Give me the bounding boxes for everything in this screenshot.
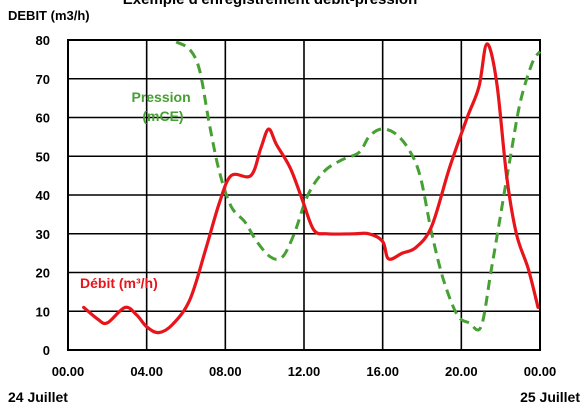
legend-pression-line1: Pression <box>131 89 190 105</box>
legend-pression-line2: (mCE) <box>142 108 183 124</box>
y-tick-label: 80 <box>36 33 50 48</box>
y-tick-label: 0 <box>43 343 50 358</box>
x-tick-label: 20.00 <box>445 364 478 379</box>
y-tick-label: 10 <box>36 304 50 319</box>
legend-debit: Débit (m³/h) <box>80 275 158 291</box>
x-tick-label: 08.00 <box>209 364 242 379</box>
date-end-label: 25 Juillet <box>520 389 580 405</box>
y-tick-label: 60 <box>36 111 50 126</box>
x-tick-label: 00.00 <box>52 364 85 379</box>
x-tick-label: 04.00 <box>130 364 163 379</box>
x-tick-label: 12.00 <box>288 364 321 379</box>
grid <box>67 39 541 351</box>
y-tick-label: 30 <box>36 227 50 242</box>
x-tick-label: 16.00 <box>366 364 399 379</box>
series-line-pression <box>175 40 542 332</box>
plot-frame <box>67 39 541 351</box>
y-tick-label: 70 <box>36 72 50 87</box>
date-start-label: 24 Juillet <box>8 389 68 405</box>
y-tick-label: 20 <box>36 266 50 281</box>
series-line-debit <box>82 42 540 335</box>
y-tick-label: 50 <box>36 149 50 164</box>
y-axis-ticks: 0 10 20 30 40 50 60 70 80 <box>36 33 50 358</box>
x-axis-ticks: 00.00 04.00 08.00 12.00 16.00 20.00 00.00 <box>52 364 557 379</box>
plot-border <box>67 39 541 351</box>
chart-title: Exemple d'enregistrement débit-pression <box>123 0 417 8</box>
y-tick-label: 40 <box>36 188 50 203</box>
x-tick-label: 00.00 <box>524 364 557 379</box>
legend-pression: Pression (mCE) <box>131 89 194 124</box>
series-layer <box>82 40 542 335</box>
y-axis-label: DEBIT (m3/h) <box>8 8 90 23</box>
